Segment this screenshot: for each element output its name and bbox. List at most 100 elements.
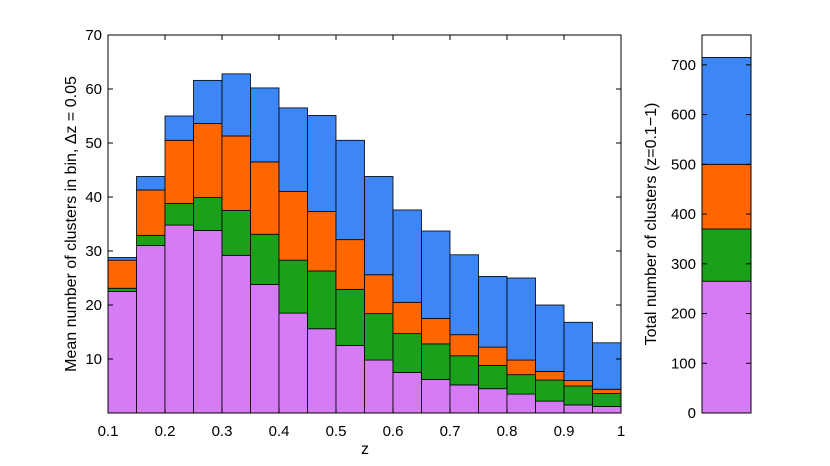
bar-segment-purple [307,328,337,414]
bar-segment-orange [136,189,166,236]
x-tick-label: 0.1 [98,423,119,440]
bar-segment-purple [164,224,194,414]
total-bar-segment-purple [701,280,752,414]
bar-segment-purple [107,291,137,414]
bar-segment-orange [107,259,137,289]
x-tick-label: 0.3 [212,423,233,440]
bar-segment-blue [221,73,251,137]
bar-segment-purple [335,345,365,414]
total-y-tick-label: 500 [671,156,696,173]
y-tick-label: 70 [85,27,102,44]
y-tick-label: 30 [85,243,102,260]
bar-segment-green [449,355,479,386]
total-y-tick-label: 100 [671,355,696,372]
main-histogram-bars [107,73,622,414]
bar-segment-blue [592,342,622,390]
total-clusters-panel: 0 100 200 300 400 500 600 700 Total number of c… [643,34,752,422]
x-tick-label: 0.6 [383,423,404,440]
main-y-axis-ticks: 10 20 30 40 50 60 70 [85,27,621,368]
bar-segment-blue [107,257,137,261]
bar-segment-orange [278,191,308,261]
bar-segment-green [307,270,337,330]
total-y-axis-ticks: 0 100 200 300 400 500 600 700 [671,57,751,422]
total-plot-frame [701,34,752,414]
bar-segment-blue [392,209,422,303]
y-tick-label: 50 [85,135,102,152]
bar-segment-green [535,379,565,402]
bar-segment-purple [506,393,536,414]
bar-segment-purple [592,406,622,414]
total-clusters-bars [701,56,752,414]
bar-segment-blue [421,230,451,319]
x-tick-label: 0.9 [554,423,575,440]
bar-segment-orange [449,334,479,357]
bar-segment-green [107,287,137,292]
bar-segment-green [364,313,394,361]
bar-segment-orange [421,318,451,345]
bar-segment-blue [364,176,394,276]
bar-segment-purple [478,388,508,414]
bar-segment-blue [478,275,508,348]
bar-segment-blue [506,277,536,361]
y-tick-label: 60 [85,81,102,98]
bar-segment-orange [164,139,194,204]
total-y-tick-label: 600 [671,107,696,124]
bar-segment-blue [535,304,565,372]
bar-segment-blue [136,176,166,191]
bar-segment-green [250,233,280,285]
main-x-axis-label: z [361,441,369,458]
total-y-tick-label: 0 [688,405,696,422]
bar-segment-green [478,365,508,390]
bar-segment-purple [392,372,422,414]
bar-segment-blue [449,254,479,336]
total-y-tick-label: 200 [671,306,696,323]
bar-segment-blue [335,139,365,241]
bar-segment-green [164,203,194,226]
bar-segment-orange [193,123,223,198]
total-y-axis-label: Total number of clusters (z=0.1−1) [643,103,660,346]
bar-segment-green [193,197,223,231]
main-y-axis-label: Mean number of clusters in bin, Δz = 0.0… [63,76,80,372]
bar-segment-purple [221,254,251,414]
bar-segment-orange [250,161,280,235]
total-y-tick-label: 300 [671,256,696,273]
y-tick-label: 40 [85,189,102,206]
total-bar-segment-orange [701,163,752,230]
x-tick-label: 0.8 [497,423,518,440]
bar-segment-orange [335,239,365,290]
bar-segment-orange [563,380,593,387]
total-bar-segment-green [701,228,752,282]
bar-segment-purple [364,359,394,414]
bar-segment-purple [563,404,593,414]
bar-segment-blue [193,79,223,124]
bar-segment-green [421,343,451,380]
bar-segment-orange [392,301,422,335]
x-tick-label: 1 [617,423,625,440]
bar-segment-blue [307,115,337,212]
bar-segment-blue [563,321,593,381]
bar-segment-green [563,385,593,406]
y-tick-label: 10 [85,351,102,368]
y-tick-label: 20 [85,297,102,314]
bar-segment-purple [421,379,451,414]
bar-segment-green [335,288,365,346]
bar-segment-orange [506,359,536,376]
bar-segment-green [221,210,251,256]
x-tick-label: 0.5 [326,423,347,440]
bar-segment-blue [278,107,308,192]
bar-segment-orange [592,388,622,394]
x-tick-label: 0.4 [269,423,290,440]
bar-segment-purple [278,312,308,414]
total-bar-segment-blue [701,56,752,165]
main-plot-frame [107,34,622,414]
bar-segment-green [278,259,308,314]
x-tick-label: 0.2 [155,423,176,440]
total-y-tick-label: 700 [671,57,696,74]
bar-segment-blue [164,115,194,141]
total-y-tick-label: 400 [671,206,696,223]
bar-segment-purple [193,230,223,414]
bar-segment-green [506,374,536,395]
bar-segment-green [136,234,166,246]
bar-segment-orange [307,211,337,272]
